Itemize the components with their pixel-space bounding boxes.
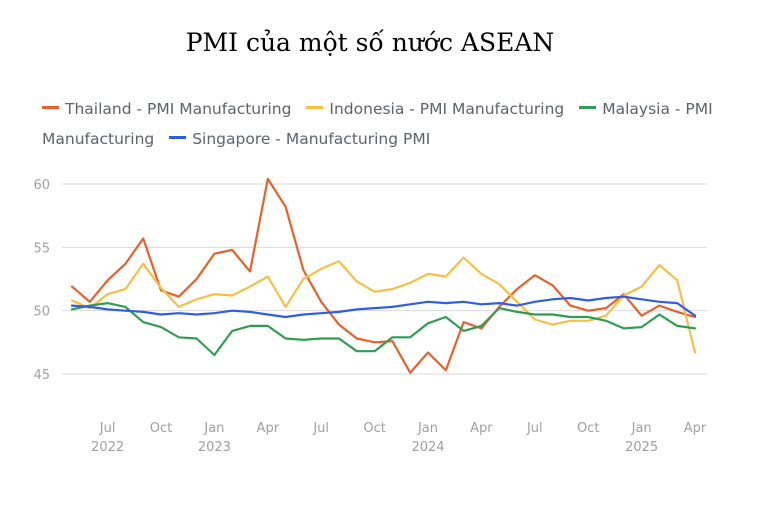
legend-label-malaysia: Malaysia - PMI Manufacturing [42,100,713,148]
legend-label-indonesia: Indonesia - PMI Manufacturing [329,100,565,118]
legend-swatch-thailand [42,106,59,109]
legend-label-singapore: Singapore - Manufacturing PMI [192,130,431,148]
x-tick-label-year: 2022 [91,440,124,455]
legend-item-thailand[interactable]: Thailand - PMI Manufacturing [42,100,291,118]
x-tick-label-year: 2024 [411,440,444,455]
y-tick-label: 60 [33,178,50,193]
legend-label-thailand: Thailand - PMI Manufacturing [65,100,292,118]
series-line-singapore[interactable] [70,295,697,319]
x-tick-label-month: Jul [99,421,116,436]
x-tick-label-month: Apr [684,421,707,436]
x-tick-label-month: Jan [203,421,224,436]
series-line-thailand[interactable] [70,177,697,374]
chart-legend: Thailand - PMI Manufacturing Indonesia -… [42,94,732,154]
x-tick-label-month: Oct [150,421,172,436]
legend-swatch-indonesia [306,106,324,109]
x-tick-label-month: Jul [312,421,329,436]
series-line-indonesia[interactable] [70,256,697,354]
series-lines [70,177,697,374]
y-tick-label: 55 [33,241,50,256]
x-tick-label-month: Apr [257,421,280,436]
legend-item-malaysia[interactable]: Malaysia - PMI Manufacturing [42,100,713,148]
y-tick-label: 45 [33,368,50,383]
legend-swatch-singapore [169,136,187,139]
legend-item-singapore[interactable]: Singapore - Manufacturing PMI [169,130,430,148]
x-tick-label-year: 2025 [625,440,658,455]
series-line-malaysia[interactable] [70,302,697,357]
x-tick-label-month: Jan [631,421,652,436]
legend-swatch-malaysia [579,106,597,109]
x-tick-label-month: Oct [363,421,385,436]
x-tick-label-year: 2023 [198,440,231,455]
x-tick-labels: Jul 2022 Oct Jan 2023 Apr Jul Oct Jan 2024 Apr Jul O… [91,421,707,455]
y-tick-label: 50 [33,305,50,320]
x-tick-label-month: Jan [417,421,438,436]
legend-item-indonesia[interactable]: Indonesia - PMI Manufacturing [306,100,564,118]
chart-title: PMI của một số nước ASEAN [185,28,555,57]
grid-lines [62,183,707,375]
x-tick-label-month: Oct [577,421,599,436]
x-tick-label-month: Apr [470,421,493,436]
y-tick-labels: 45 50 55 60 [33,178,50,383]
x-tick-label-month: Jul [526,421,543,436]
